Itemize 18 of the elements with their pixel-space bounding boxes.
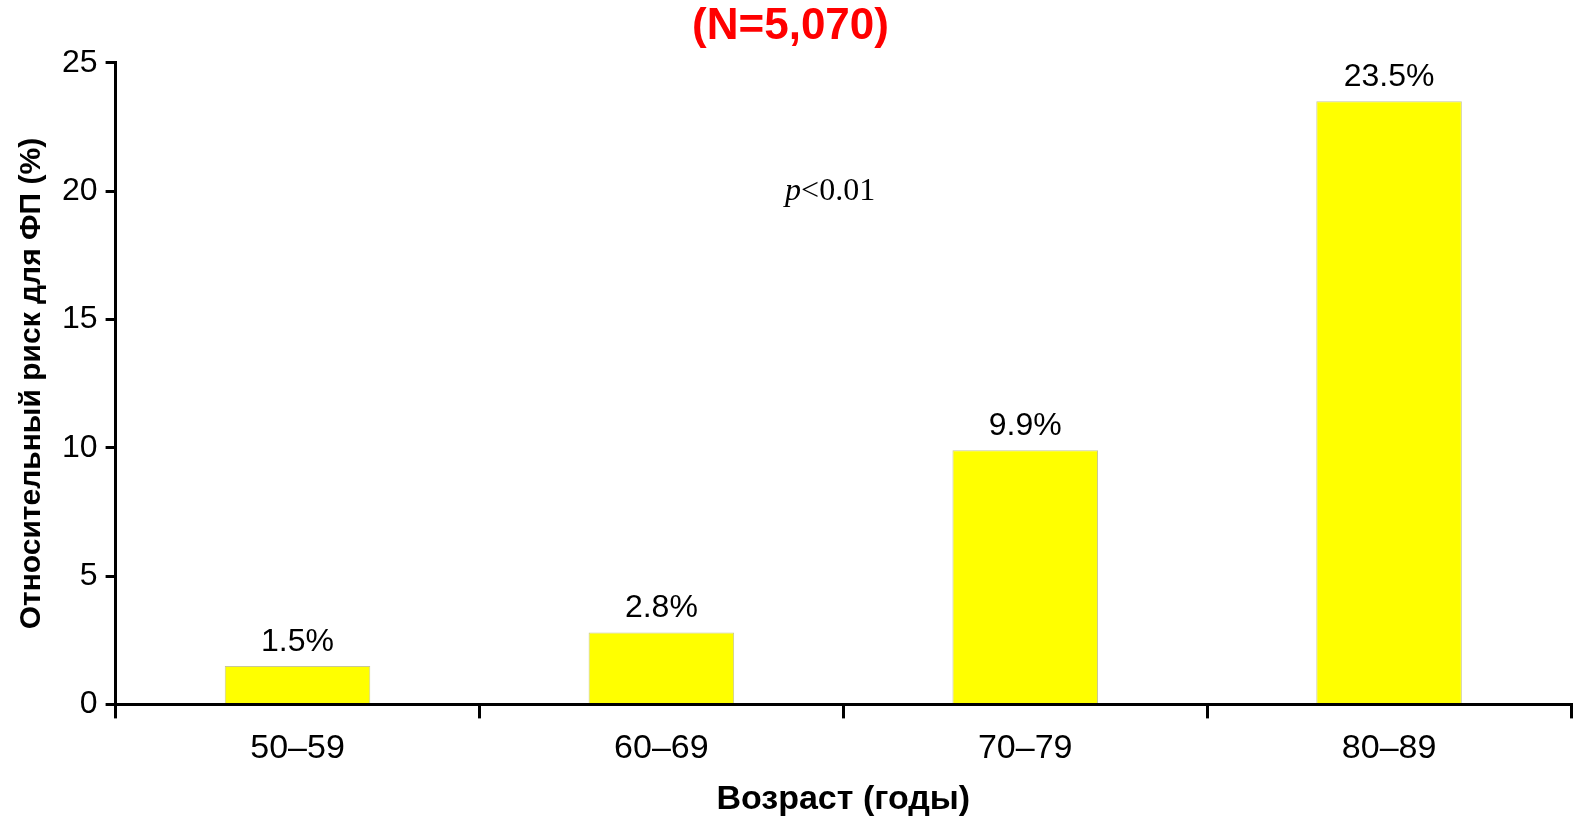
- data-label: 1.5%: [261, 621, 334, 658]
- y-tick-label: 25: [62, 42, 98, 79]
- annotation: p<0.01: [783, 170, 876, 207]
- x-tick-label: 60–69: [614, 727, 709, 766]
- data-label: 9.9%: [988, 406, 1062, 443]
- chart-title: (N=5,070): [692, 0, 889, 48]
- y-tick-label: 5: [79, 555, 98, 592]
- x-tick-label: 50–59: [250, 727, 345, 766]
- y-axis-title: Относительный риск для ФП (%): [13, 137, 47, 630]
- y-tick-label: 15: [62, 299, 98, 336]
- data-label: 23.5%: [1343, 57, 1435, 94]
- y-tick-label: 20: [62, 170, 98, 207]
- y-tick-label: 10: [62, 427, 98, 464]
- x-axis-title: Возраст (годы): [716, 777, 971, 816]
- y-tick-label: 0: [79, 684, 98, 721]
- data-label: 2.8%: [624, 588, 698, 625]
- x-tick-label: 70–79: [977, 727, 1073, 766]
- x-tick-label: 80–89: [1341, 727, 1437, 766]
